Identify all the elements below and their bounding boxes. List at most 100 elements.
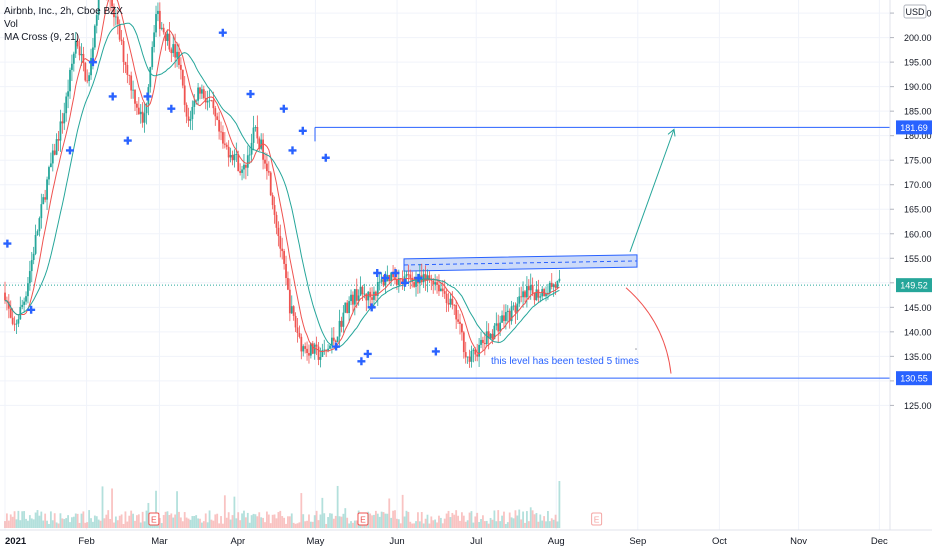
candle-body [113, 6, 115, 18]
candle-body [352, 294, 354, 305]
horizontal-levels[interactable] [0, 126, 890, 379]
volume-bar [336, 485, 339, 528]
symbol-title[interactable]: Airbnb, Inc., 2h, Cboe BZX [4, 6, 123, 17]
candle-body [415, 279, 417, 287]
bullish-projection-arrow[interactable] [629, 129, 675, 252]
volume-bar [34, 512, 37, 528]
volume-bars [4, 481, 561, 528]
candle-body [558, 278, 561, 281]
candle-body [44, 197, 47, 200]
candle-body [380, 279, 383, 282]
candle-body [17, 319, 20, 324]
currency-badge[interactable] [903, 4, 927, 19]
candle-body [172, 44, 175, 54]
volume-bar [189, 519, 192, 528]
candle-body [309, 343, 312, 356]
resistance-zone-box[interactable] [403, 254, 638, 272]
volume-bar [235, 518, 238, 528]
volume-bar [317, 520, 320, 528]
annotation-text[interactable]: this level has been tested 5 times [491, 356, 639, 367]
volume-bar [260, 517, 263, 528]
candle-body [300, 336, 303, 352]
volume-bar [250, 515, 253, 528]
resistance-zone[interactable] [403, 254, 638, 272]
candle-body [90, 57, 92, 76]
volume-bar [174, 514, 177, 528]
candle-body [256, 127, 259, 139]
volume-bar [90, 518, 92, 528]
candle-body [315, 344, 318, 347]
volume-bar [271, 514, 274, 528]
earnings-marker[interactable] [357, 512, 369, 526]
volume-bar [30, 518, 33, 528]
candle-body [556, 280, 559, 288]
volume-bar [541, 520, 544, 528]
candle-body [199, 87, 201, 94]
volume-bar [288, 516, 291, 528]
volume-bar [464, 521, 467, 528]
candle-body [342, 312, 345, 327]
candle-body [292, 306, 295, 316]
candle-body [128, 74, 131, 76]
volume-bar [485, 520, 488, 528]
volume-bar [114, 516, 117, 528]
volume-bar [120, 514, 123, 528]
volume-bar [139, 522, 142, 528]
candle-body [443, 291, 446, 294]
volume-bar [170, 513, 173, 528]
candle-body [348, 301, 351, 313]
volume-bar [401, 494, 404, 528]
candle-body [275, 214, 278, 228]
projection-drawings[interactable] [625, 128, 676, 374]
volume-indicator-label[interactable]: Vol [4, 19, 18, 30]
volume-bar [300, 493, 303, 528]
time-axis[interactable]: 2021 Feb Mar Apr May Jun Jul Aug Sep Oct Nov Dec [5, 536, 888, 547]
candle-body [392, 272, 394, 278]
volume-bar [46, 520, 48, 528]
candle-body [95, 15, 98, 26]
candle-body [302, 346, 305, 352]
candle-body [65, 96, 68, 114]
bearish-projection-curve[interactable] [625, 287, 672, 374]
candle-body [181, 69, 184, 86]
volume-bar [67, 515, 69, 528]
candle-body [248, 154, 251, 156]
volume-bar [501, 515, 503, 528]
volume-bar [71, 517, 73, 528]
volume-bar [197, 518, 199, 528]
volume-bar [306, 520, 308, 528]
chart-legend: Airbnb, Inc., 2h, Cboe BZX Vol MA Cross … [4, 6, 123, 43]
volume-bar [141, 511, 144, 528]
candle-body [46, 179, 48, 200]
candle-body [441, 288, 444, 292]
volume-bar [266, 511, 268, 528]
volume-bar [344, 508, 347, 528]
candle-body [520, 296, 523, 298]
candle-body [137, 107, 140, 115]
volume-bar [143, 521, 146, 528]
candle-body [430, 279, 433, 281]
price-tick-label: 175.00 [904, 156, 932, 166]
ma-cross-marker [391, 268, 400, 277]
price-label-target-bg [896, 120, 932, 135]
volume-bar [535, 513, 538, 528]
volume-bar [550, 518, 553, 528]
ma-cross-marker [123, 136, 132, 145]
candlesticks [4, 0, 561, 368]
candle-body [361, 286, 364, 295]
ma-cross-indicator-label[interactable]: MA Cross (9, 21) [4, 32, 79, 43]
candle-body [273, 205, 276, 215]
candle-body [527, 286, 530, 291]
candle-body [350, 294, 352, 302]
earnings-marker[interactable] [591, 512, 603, 526]
candle-body [405, 274, 408, 277]
earnings-marker[interactable] [148, 512, 160, 526]
volume-bar [315, 510, 318, 528]
ma-cross-marker [332, 342, 341, 351]
candle-body [508, 310, 511, 322]
candle-body [80, 53, 83, 56]
volume-bar [151, 523, 154, 528]
